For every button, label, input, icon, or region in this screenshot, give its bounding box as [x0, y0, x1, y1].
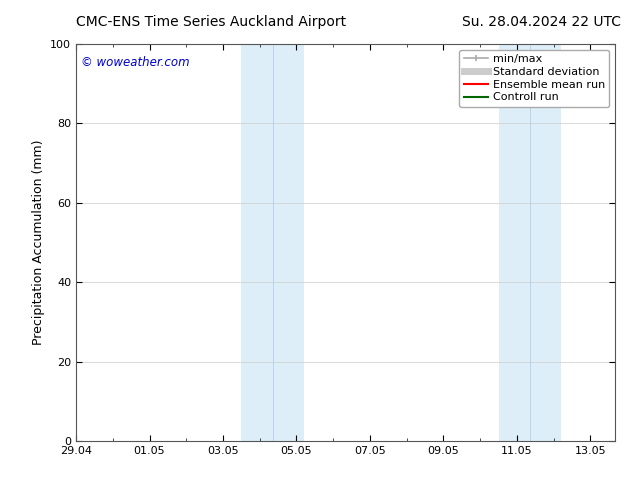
Text: © woweather.com: © woweather.com [81, 56, 190, 69]
Y-axis label: Precipitation Accumulation (mm): Precipitation Accumulation (mm) [32, 140, 44, 345]
Bar [242, 44, 304, 441]
Text: Su. 28.04.2024 22 UTC: Su. 28.04.2024 22 UTC [462, 15, 621, 29]
Legend: min/max, Standard deviation, Ensemble mean run, Controll run: min/max, Standard deviation, Ensemble me… [460, 49, 609, 107]
Text: CMC-ENS Time Series Auckland Airport: CMC-ENS Time Series Auckland Airport [76, 15, 346, 29]
Bar [498, 44, 561, 441]
